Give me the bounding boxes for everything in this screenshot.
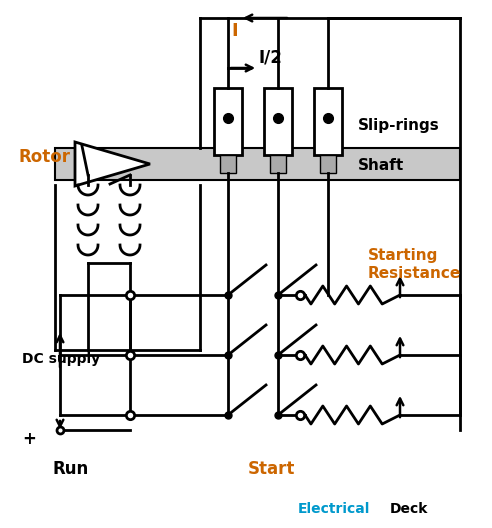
Text: Slip-rings: Slip-rings [358,118,440,133]
Text: Rotor: Rotor [18,148,70,166]
Text: Deck: Deck [390,502,429,516]
Bar [264,88,292,155]
Text: I: I [232,22,238,40]
Text: +: + [22,430,36,448]
Text: Shaft: Shaft [358,158,404,173]
Bar [55,148,460,180]
Bar [220,155,236,173]
Text: Starting: Starting [368,248,438,263]
Text: Start: Start [248,460,295,478]
Text: I/2: I/2 [258,48,282,66]
Text: Electrical: Electrical [298,502,370,516]
Bar [270,155,286,173]
Text: DC supply: DC supply [22,352,100,366]
Text: Run: Run [52,460,88,478]
Bar [314,88,342,155]
Polygon shape [75,142,150,186]
Bar [320,155,336,173]
Bar [214,88,242,155]
Text: Resistance: Resistance [368,266,461,281]
